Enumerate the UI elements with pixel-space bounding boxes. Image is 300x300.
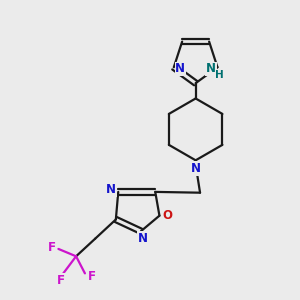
- Text: N: N: [175, 62, 185, 75]
- Text: F: F: [87, 270, 95, 283]
- Text: N: N: [137, 232, 147, 245]
- Text: F: F: [57, 274, 65, 287]
- Text: N: N: [206, 62, 216, 75]
- Text: H: H: [215, 70, 224, 80]
- Text: F: F: [48, 241, 56, 254]
- Text: O: O: [162, 209, 172, 222]
- Text: N: N: [106, 183, 116, 196]
- Text: N: N: [190, 162, 201, 175]
